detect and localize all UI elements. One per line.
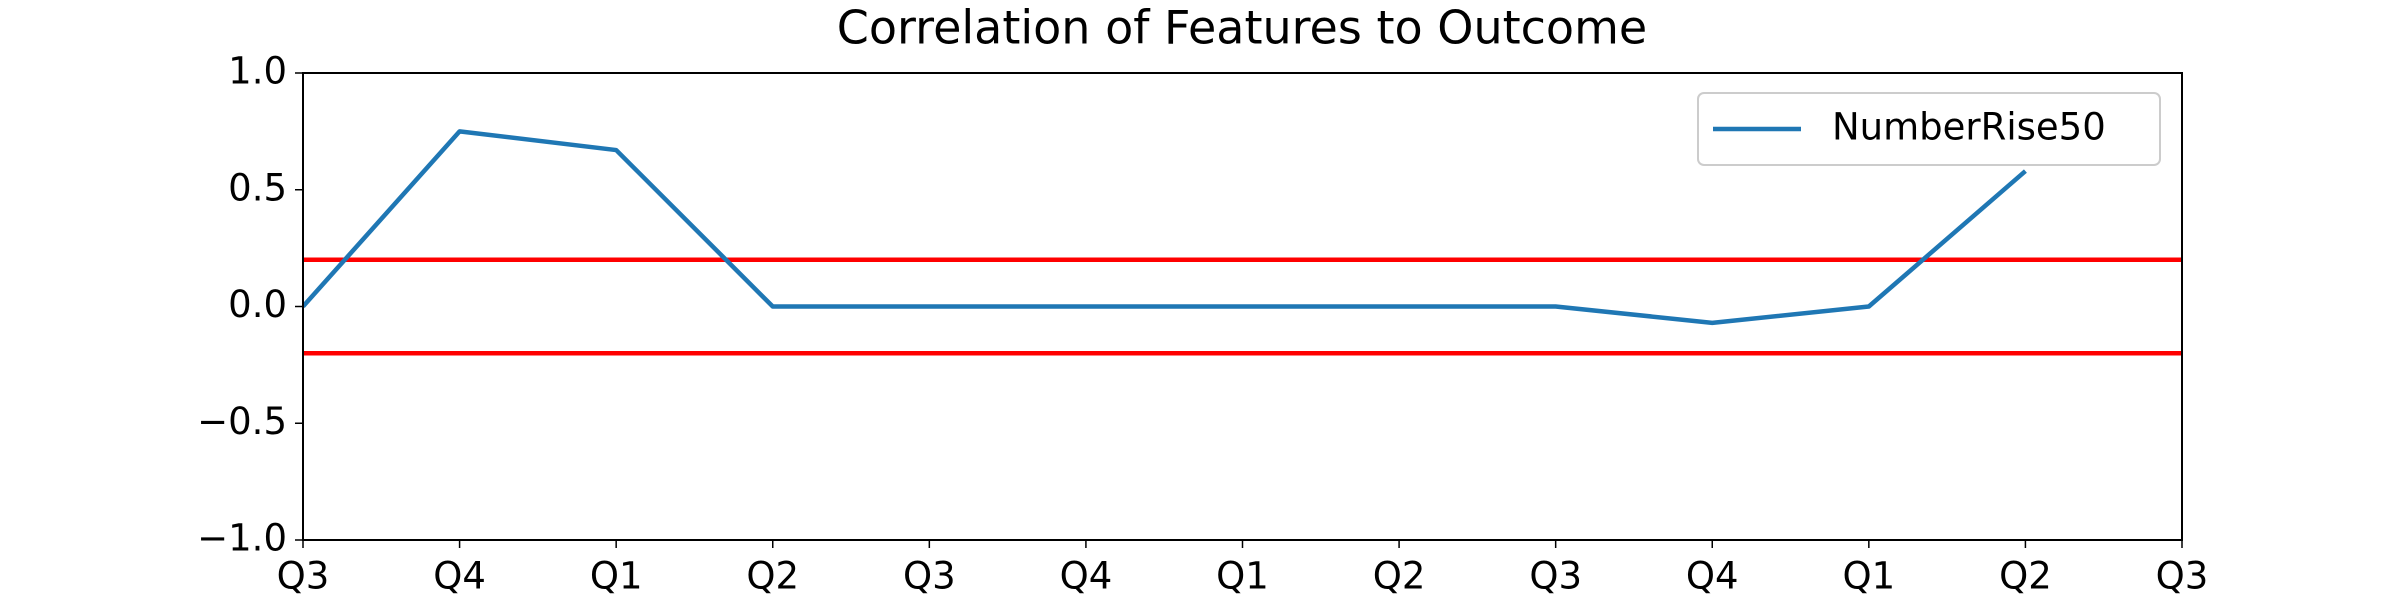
legend-label: NumberRise50	[1832, 106, 2106, 149]
x-tick-label: Q4	[1686, 555, 1739, 598]
legend-box	[1697, 92, 2161, 166]
x-tick-label: Q4	[1060, 555, 1113, 598]
y-tick-label: −1.0	[197, 517, 287, 560]
y-tick-label: −0.5	[197, 400, 287, 443]
x-tick-label: Q3	[903, 555, 956, 598]
y-tick-label: 0.5	[228, 166, 287, 209]
x-tick-label: Q1	[1842, 555, 1895, 598]
x-tick-label: Q3	[1529, 555, 1582, 598]
x-tick-label: Q2	[1999, 555, 2052, 598]
chart-title: Correlation of Features to Outcome	[837, 1, 1647, 55]
x-tick-label: Q1	[590, 555, 643, 598]
y-tick-label: 1.0	[228, 50, 287, 93]
x-tick-label: Q2	[746, 555, 799, 598]
x-tick-label: Q3	[2156, 555, 2209, 598]
x-tick-label: Q1	[1216, 555, 1269, 598]
series-line	[303, 129, 2027, 326]
x-tick-label: Q2	[1373, 555, 1426, 598]
y-tick-label: 0.0	[228, 283, 287, 326]
x-tick-label: Q3	[277, 555, 330, 598]
x-tick-label: Q4	[433, 555, 486, 598]
plot-frame	[302, 72, 2183, 541]
